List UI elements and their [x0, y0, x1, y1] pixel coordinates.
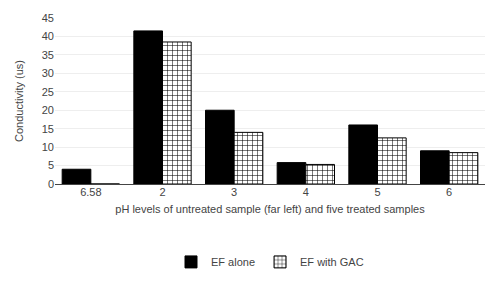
svg-text:35: 35 [42, 49, 54, 61]
svg-text:5: 5 [48, 159, 54, 171]
svg-text:40: 40 [42, 30, 54, 42]
svg-text:0: 0 [48, 178, 54, 190]
svg-text:Conductivity (us): Conductivity (us) [13, 60, 25, 142]
svg-text:25: 25 [42, 86, 54, 98]
svg-text:pH levels of untreated sample: pH levels of untreated sample (far left)… [115, 203, 425, 215]
svg-text:30: 30 [42, 67, 54, 79]
svg-text:EF alone: EF alone [211, 256, 255, 268]
svg-text:3: 3 [231, 186, 237, 198]
svg-text:15: 15 [42, 123, 54, 135]
svg-text:6.58: 6.58 [80, 186, 101, 198]
svg-text:2: 2 [159, 186, 165, 198]
svg-text:6: 6 [446, 186, 452, 198]
svg-text:10: 10 [42, 141, 54, 153]
svg-text:EF with GAC: EF with GAC [300, 256, 364, 268]
svg-text:20: 20 [42, 104, 54, 116]
svg-text:4: 4 [303, 186, 309, 198]
svg-text:45: 45 [42, 12, 54, 24]
svg-text:5: 5 [374, 186, 380, 198]
